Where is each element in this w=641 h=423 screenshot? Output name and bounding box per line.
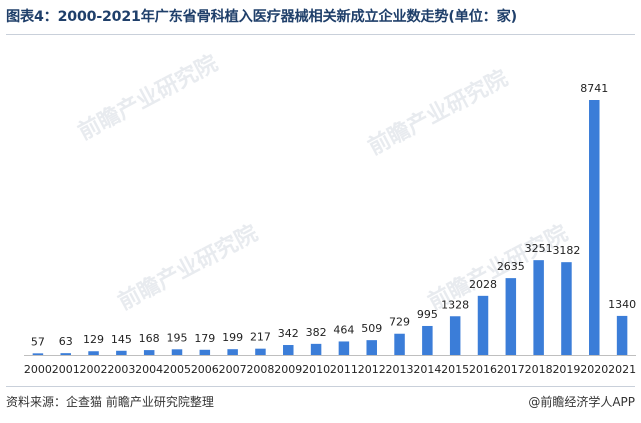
data-label: 217 bbox=[250, 331, 271, 344]
x-tick-label: 2015 bbox=[441, 363, 469, 376]
bar bbox=[32, 353, 44, 355]
data-label: 1340 bbox=[608, 298, 636, 311]
bar bbox=[143, 350, 155, 355]
data-label: 2028 bbox=[469, 278, 497, 291]
data-label: 63 bbox=[59, 335, 73, 348]
bar bbox=[199, 349, 211, 355]
x-tick-label: 2000 bbox=[24, 363, 52, 376]
bar bbox=[60, 353, 71, 355]
bar bbox=[283, 345, 294, 355]
data-label: 195 bbox=[167, 331, 188, 344]
credit-note: @前瞻经济学人APP bbox=[528, 395, 635, 409]
data-label: 3251 bbox=[525, 242, 553, 255]
data-label: 464 bbox=[333, 323, 354, 336]
bar bbox=[338, 341, 350, 355]
x-tick-label: 2012 bbox=[358, 363, 386, 376]
data-label: 129 bbox=[83, 333, 104, 346]
bar bbox=[449, 316, 461, 355]
chart-title: 图表4：2000-2021年广东省骨科植入医疗器械相关新成立企业数走势(单位：家… bbox=[6, 9, 517, 25]
bar bbox=[116, 350, 127, 355]
data-label: 2635 bbox=[497, 260, 525, 273]
x-tick-label: 2011 bbox=[330, 363, 358, 376]
x-tick-label: 2020 bbox=[580, 363, 608, 376]
bar bbox=[366, 340, 377, 355]
x-tick-label: 2007 bbox=[219, 363, 247, 376]
x-tick-label: 2018 bbox=[525, 363, 553, 376]
data-label: 199 bbox=[222, 331, 243, 344]
x-tick-label: 2008 bbox=[246, 363, 274, 376]
bar bbox=[422, 325, 433, 355]
data-label: 1328 bbox=[441, 298, 469, 311]
bar bbox=[616, 315, 628, 355]
bar bbox=[505, 278, 517, 355]
bar bbox=[171, 349, 183, 355]
x-tick-label: 2009 bbox=[274, 363, 302, 376]
bar bbox=[310, 343, 322, 355]
data-label: 145 bbox=[111, 333, 132, 346]
data-label: 8741 bbox=[580, 82, 608, 95]
data-label: 57 bbox=[31, 335, 45, 348]
source-note: 资料来源：企查猫 前瞻产业研究院整理 bbox=[6, 395, 214, 409]
data-label: 342 bbox=[278, 327, 299, 340]
bar bbox=[255, 348, 266, 355]
x-tick-label: 2005 bbox=[163, 363, 191, 376]
x-tick-label: 2006 bbox=[191, 363, 219, 376]
x-tick-label: 2017 bbox=[497, 363, 525, 376]
bar bbox=[533, 260, 544, 355]
bar bbox=[589, 100, 600, 355]
x-tick-label: 2013 bbox=[386, 363, 414, 376]
x-tick-label: 2004 bbox=[135, 363, 163, 376]
x-tick-label: 2016 bbox=[469, 363, 497, 376]
bar bbox=[394, 333, 405, 355]
title-divider bbox=[6, 34, 635, 35]
data-label: 729 bbox=[389, 316, 410, 329]
data-label: 509 bbox=[361, 322, 382, 335]
data-label: 179 bbox=[194, 332, 215, 345]
data-label: 168 bbox=[139, 332, 160, 345]
x-tick-label: 2019 bbox=[552, 363, 580, 376]
data-label: 382 bbox=[306, 326, 327, 339]
data-label: 3182 bbox=[552, 244, 580, 257]
bar bbox=[227, 349, 238, 355]
bar bbox=[88, 351, 99, 355]
bar bbox=[477, 295, 489, 355]
x-tick-label: 2001 bbox=[52, 363, 80, 376]
x-tick-label: 2014 bbox=[413, 363, 441, 376]
x-tick-label: 2003 bbox=[107, 363, 135, 376]
x-tick-label: 2002 bbox=[80, 363, 108, 376]
footer-divider bbox=[6, 386, 635, 387]
data-label: 995 bbox=[417, 308, 438, 321]
bar bbox=[561, 262, 572, 355]
x-tick-label: 2021 bbox=[608, 363, 636, 376]
x-tick-label: 2010 bbox=[302, 363, 330, 376]
